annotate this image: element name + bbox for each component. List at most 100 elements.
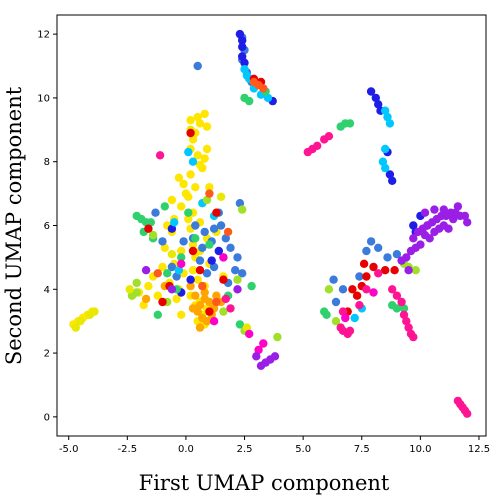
data-point: [353, 292, 361, 300]
data-point: [186, 276, 194, 284]
data-point: [313, 142, 321, 150]
data-point: [388, 301, 396, 309]
y-tick-label: 0: [44, 412, 50, 423]
data-point: [76, 317, 84, 325]
data-point: [367, 237, 375, 245]
scatter-points: [69, 30, 471, 418]
data-point: [154, 269, 162, 277]
data-point: [383, 253, 391, 261]
data-point: [463, 410, 471, 418]
data-point: [252, 352, 260, 360]
data-point: [189, 304, 197, 312]
data-point: [238, 205, 246, 213]
data-point: [177, 311, 185, 319]
y-tick-label: 6: [44, 221, 50, 232]
data-point: [444, 225, 452, 233]
data-point: [245, 330, 253, 338]
data-point: [341, 314, 349, 322]
x-tick-label: 2.5: [237, 444, 253, 455]
data-point: [219, 253, 227, 261]
y-tick-label: 10: [37, 93, 50, 104]
data-point: [184, 148, 192, 156]
data-point: [203, 122, 211, 130]
data-point: [205, 307, 213, 315]
data-point: [224, 228, 232, 236]
data-point: [409, 333, 417, 341]
data-point: [362, 272, 370, 280]
data-point: [390, 266, 398, 274]
data-point: [144, 225, 152, 233]
data-point: [184, 209, 192, 217]
data-point: [203, 145, 211, 153]
data-point: [168, 285, 176, 293]
data-point: [126, 285, 134, 293]
data-point: [205, 240, 213, 248]
data-point: [189, 158, 197, 166]
data-point: [386, 119, 394, 127]
data-point: [233, 285, 241, 293]
data-point: [142, 295, 150, 303]
data-point: [161, 202, 169, 210]
data-point: [219, 276, 227, 284]
data-point: [156, 151, 164, 159]
data-point: [179, 237, 187, 245]
data-point: [133, 279, 141, 287]
data-point: [154, 311, 162, 319]
data-point: [170, 218, 178, 226]
data-point: [360, 260, 368, 268]
x-tick-label: 5.0: [295, 444, 311, 455]
y-tick-label: 2: [44, 349, 50, 360]
data-point: [325, 285, 333, 293]
data-point: [212, 298, 220, 306]
data-point: [245, 97, 253, 105]
data-point: [196, 256, 204, 264]
data-point: [463, 218, 471, 226]
data-point: [217, 193, 225, 201]
data-point: [191, 292, 199, 300]
data-point: [381, 164, 389, 172]
data-point: [233, 253, 241, 261]
data-point: [226, 244, 234, 252]
data-point: [440, 205, 448, 213]
data-point: [374, 269, 382, 277]
data-point: [196, 323, 204, 331]
data-point: [421, 231, 429, 239]
y-tick-label: 8: [44, 157, 50, 168]
x-tick-label: 12.5: [468, 444, 490, 455]
data-point: [388, 177, 396, 185]
data-point: [191, 183, 199, 191]
data-point: [158, 298, 166, 306]
data-point: [271, 352, 279, 360]
data-point: [346, 327, 354, 335]
data-point: [226, 304, 234, 312]
x-tick-label: -2.5: [118, 444, 138, 455]
data-point: [168, 250, 176, 258]
y-tick-label: 4: [44, 285, 50, 296]
data-point: [332, 298, 340, 306]
data-point: [142, 266, 150, 274]
data-point: [163, 269, 171, 277]
data-point: [369, 288, 377, 296]
data-point: [362, 247, 370, 255]
data-point: [179, 180, 187, 188]
data-point: [238, 43, 246, 51]
data-point: [189, 247, 197, 255]
data-point: [412, 244, 420, 252]
data-point: [325, 132, 333, 140]
data-point: [233, 276, 241, 284]
data-point: [205, 189, 213, 197]
data-point: [196, 266, 204, 274]
data-point: [421, 209, 429, 217]
data-point: [273, 333, 281, 341]
data-point: [381, 145, 389, 153]
x-tick-label: 0.0: [178, 444, 194, 455]
data-point: [210, 317, 218, 325]
data-point: [222, 295, 230, 303]
data-point: [404, 266, 412, 274]
data-point: [144, 282, 152, 290]
data-point: [191, 234, 199, 242]
x-tick-label: 7.5: [354, 444, 370, 455]
data-point: [374, 244, 382, 252]
x-tick-label: 10.0: [409, 444, 431, 455]
